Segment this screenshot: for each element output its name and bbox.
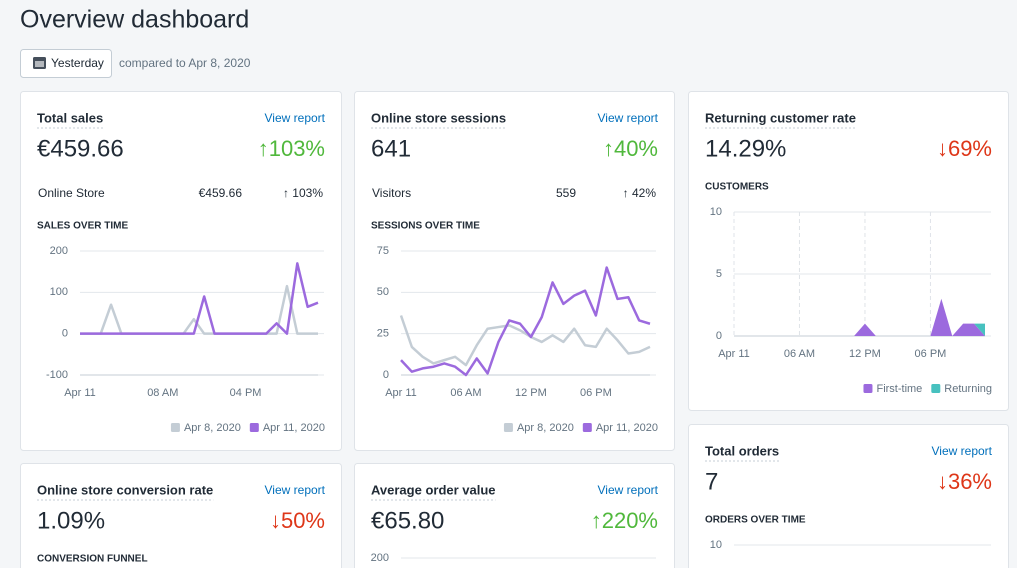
chart-title: ORDERS OVER TIME bbox=[705, 515, 806, 526]
breakdown-change: ↑ 103% bbox=[283, 186, 323, 200]
x-tick-label: 08 AM bbox=[147, 387, 178, 399]
y-tick-label: 75 bbox=[377, 245, 389, 257]
metric-value: 1.09% bbox=[37, 507, 105, 534]
view-report-link[interactable]: View report bbox=[598, 111, 659, 125]
metric-value: €65.80 bbox=[371, 507, 444, 534]
legend-label: Apr 11, 2020 bbox=[596, 422, 658, 434]
y-tick-label: 0 bbox=[383, 369, 389, 381]
y-tick-label: 200 bbox=[50, 245, 68, 257]
metric-value: 14.29% bbox=[705, 135, 786, 162]
x-tick-label: 06 AM bbox=[784, 348, 815, 360]
legend-label: Apr 8, 2020 bbox=[184, 422, 241, 434]
y-tick-label: 10 bbox=[710, 539, 722, 551]
view-report-link[interactable]: View report bbox=[265, 483, 326, 497]
card-frame bbox=[20, 91, 342, 451]
breakdown-value: 559 bbox=[556, 186, 576, 200]
x-tick-label: 04 PM bbox=[230, 387, 262, 399]
card-frame bbox=[688, 91, 1009, 411]
y-tick-label: 50 bbox=[377, 286, 389, 298]
metric-value: €459.66 bbox=[37, 135, 124, 162]
legend-swatch bbox=[249, 423, 259, 432]
card-title: Total orders bbox=[705, 443, 779, 458]
calendar-icon-face bbox=[35, 61, 44, 67]
legend-swatch bbox=[863, 384, 873, 393]
card-frame bbox=[354, 463, 675, 568]
button-frame[interactable] bbox=[20, 49, 112, 78]
y-tick-label: 200 bbox=[371, 552, 389, 564]
y-tick-label: 0 bbox=[716, 330, 722, 342]
series-line bbox=[400, 266, 651, 377]
metric-change: ↓69% bbox=[937, 136, 992, 161]
metric-value: 7 bbox=[705, 468, 718, 495]
legend-label: Returning bbox=[944, 383, 992, 395]
metric-value: 641 bbox=[371, 135, 411, 162]
card: Returning customer rate 14.29% ↓69% CUSTOME… bbox=[688, 91, 1009, 411]
card-frame bbox=[20, 463, 342, 568]
x-tick-label: Apr 11 bbox=[64, 387, 96, 399]
legend-swatch bbox=[931, 384, 941, 393]
view-report-link[interactable]: View report bbox=[932, 444, 993, 458]
card: Average order value View report €65.80 ↑220… bbox=[354, 463, 675, 568]
card-title: Average order value bbox=[371, 482, 496, 497]
breakdown-label: Visitors bbox=[372, 186, 411, 200]
comparison-label: compared to Apr 8, 2020 bbox=[119, 56, 251, 70]
chart-title: SESSIONS OVER TIME bbox=[371, 221, 480, 232]
x-tick-label: 06 AM bbox=[450, 387, 481, 399]
legend-label: Apr 8, 2020 bbox=[517, 422, 574, 434]
date-button[interactable]: Yesterday bbox=[20, 49, 112, 78]
y-tick-label: 5 bbox=[716, 268, 722, 280]
metric-change: ↑103% bbox=[258, 136, 325, 161]
y-tick-label: 100 bbox=[50, 286, 68, 298]
card: Online store sessions View report 641 ↑40% V… bbox=[354, 91, 675, 451]
metric-change: ↑220% bbox=[591, 508, 658, 533]
y-tick-label: 0 bbox=[62, 328, 68, 340]
x-tick-label: 06 PM bbox=[915, 348, 947, 360]
legend-swatch bbox=[170, 423, 180, 432]
x-tick-label: 06 PM bbox=[580, 387, 612, 399]
chart-title: CONVERSION FUNNEL bbox=[37, 554, 148, 565]
x-tick-label: Apr 11 bbox=[385, 387, 417, 399]
legend-label: First-time bbox=[876, 383, 922, 395]
y-tick-label: 25 bbox=[377, 328, 389, 340]
view-report-link[interactable]: View report bbox=[598, 483, 659, 497]
card-frame bbox=[354, 91, 675, 451]
button-label[interactable]: Yesterday bbox=[51, 56, 104, 70]
breakdown-label: Online Store bbox=[38, 186, 105, 200]
card-title: Online store sessions bbox=[371, 110, 506, 125]
metric-change: ↓50% bbox=[270, 508, 325, 533]
legend-swatch bbox=[582, 423, 592, 432]
page-title: Overview dashboard bbox=[20, 6, 249, 34]
x-tick-label: 12 PM bbox=[515, 387, 547, 399]
legend-label: Apr 11, 2020 bbox=[263, 422, 325, 434]
series-area bbox=[734, 298, 985, 336]
breakdown-value: €459.66 bbox=[199, 186, 243, 200]
legend-swatch bbox=[503, 423, 513, 432]
metric-change: ↓36% bbox=[937, 469, 992, 494]
card-title: Total sales bbox=[37, 110, 103, 125]
card: Online store conversion rate View report 1… bbox=[20, 463, 342, 568]
y-tick-label: 10 bbox=[710, 206, 722, 218]
view-report-link[interactable]: View report bbox=[265, 111, 326, 125]
breakdown-change: ↑ 42% bbox=[623, 186, 657, 200]
x-tick-label: 12 PM bbox=[849, 348, 881, 360]
x-tick-label: Apr 11 bbox=[718, 348, 750, 360]
chart-title: SALES OVER TIME bbox=[37, 221, 128, 232]
card-title: Online store conversion rate bbox=[37, 482, 213, 497]
card-frame bbox=[688, 424, 1009, 568]
series-line bbox=[399, 315, 651, 367]
y-tick-label: -100 bbox=[46, 369, 68, 381]
card: Total sales View report €459.66 ↑103% Online… bbox=[20, 91, 342, 451]
series-line bbox=[80, 262, 319, 335]
card: Total orders View report 7 ↓36% ORDERS OVER … bbox=[688, 424, 1009, 568]
chart-title: CUSTOMERS bbox=[705, 182, 769, 193]
metric-change: ↑40% bbox=[603, 136, 658, 161]
card-title: Returning customer rate bbox=[705, 110, 856, 125]
